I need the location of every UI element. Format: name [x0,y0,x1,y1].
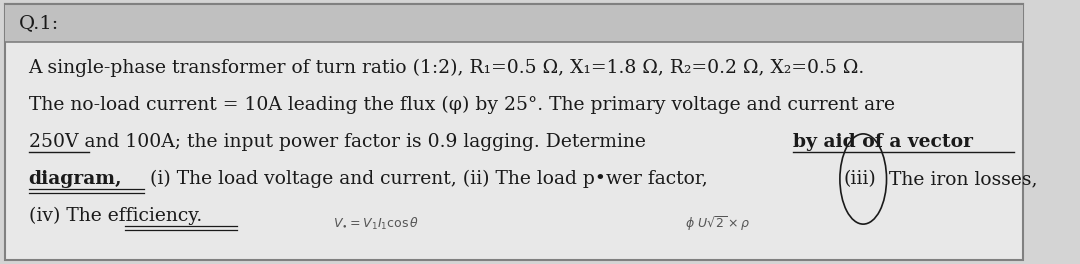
Bar [4,4,1023,42]
Text: by aid of a vector: by aid of a vector [794,133,973,151]
Text: $V_{\bullet} = V_1 I_1 \cos\theta$: $V_{\bullet} = V_1 I_1 \cos\theta$ [333,216,419,232]
Text: (iii): (iii) [843,170,876,188]
Text: The iron losses,: The iron losses, [883,170,1038,188]
Text: (i) The load voltage and current, (ii) The load p•wer factor,: (i) The load voltage and current, (ii) T… [144,170,713,188]
Text: $\phi\ U\sqrt{2} \times \rho$: $\phi\ U\sqrt{2} \times \rho$ [685,215,751,233]
Text: diagram,: diagram, [28,170,122,188]
Text: 250V and 100A; the input power factor is 0.9 lagging. Determine: 250V and 100A; the input power factor is… [28,133,651,151]
Text: A single-phase transformer of turn ratio (1:2), R₁=0.5 Ω, X₁=1.8 Ω, R₂=0.2 Ω, X₂: A single-phase transformer of turn ratio… [28,59,865,77]
Text: The no-load current = 10A leading the flux (φ) by 25°. The primary voltage and c: The no-load current = 10A leading the fl… [28,96,894,114]
Text: (iv) The: (iv) The [28,207,107,225]
Text: efficiency: efficiency [125,207,216,225]
Text: 250V: 250V [28,133,78,151]
Text: Q.1:: Q.1: [19,14,59,32]
Text: (iv) The efficiency.: (iv) The efficiency. [28,207,202,225]
